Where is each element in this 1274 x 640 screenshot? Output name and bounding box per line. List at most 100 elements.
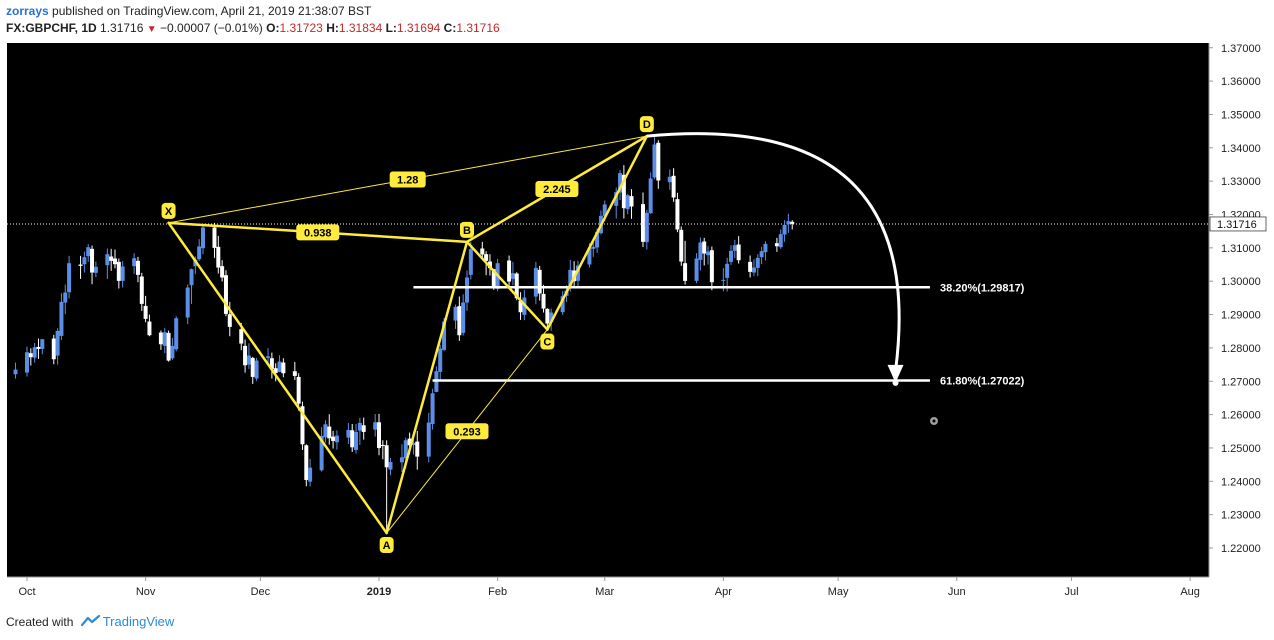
candle-body — [331, 436, 336, 441]
candle-body — [461, 302, 466, 333]
candle-body — [304, 445, 309, 480]
candle-body — [480, 248, 485, 255]
candle-body — [507, 260, 512, 282]
candle-body — [189, 269, 194, 286]
candle-body — [380, 444, 385, 446]
down-arrow-icon: ▼ — [146, 24, 157, 35]
ratio-label: 2.245 — [543, 184, 571, 196]
publish-info: zorrays published on TradingView.com, Ap… — [6, 4, 371, 18]
price-axis[interactable]: 1.22000 1.23000 1.24000 1.25000 1.26000 1.270… — [1208, 43, 1261, 577]
candle-body — [269, 358, 274, 369]
candle-body — [86, 247, 91, 257]
open-value: 1.31723 — [279, 21, 323, 35]
candle-body — [40, 339, 45, 349]
last-price-line: 1.31716 — [7, 216, 1267, 232]
candle-body — [273, 368, 278, 373]
candle-body — [629, 196, 634, 207]
candle-body — [644, 212, 649, 243]
candle-body — [774, 243, 779, 247]
candle-body — [725, 263, 730, 278]
ratio-badge — [535, 180, 579, 197]
candle-body — [679, 229, 684, 262]
chart-pane[interactable] — [7, 43, 1209, 577]
candle-body — [254, 360, 259, 379]
candle-body — [212, 227, 217, 248]
price-change: −0.00007 (−0.01%) — [160, 21, 263, 35]
low-value: 1.31694 — [396, 21, 441, 35]
candle-body — [706, 251, 711, 256]
candle-body — [736, 244, 741, 261]
cursor-dot — [930, 417, 938, 425]
candle-body — [786, 221, 791, 225]
cursor-dot-inner — [932, 419, 936, 423]
time-tick-label: Dec — [251, 586, 271, 598]
candle-body — [82, 257, 87, 265]
harmonic-pattern: 0.938 1.28 0.293 2.245 X A B C D — [161, 116, 654, 553]
price-tick-label: 1.25000 — [1221, 443, 1261, 455]
time-axis[interactable]: Oct Nov Dec 2019 Feb Mar Apr May Jun Jul Aug — [7, 576, 1209, 598]
price-chart[interactable]: Oct Nov Dec 2019 Feb Mar Apr May Jun Jul Aug 1.220… — [0, 0, 1274, 610]
time-tick-label: Feb — [488, 586, 507, 598]
tradingview-brand-link[interactable]: TradingView — [102, 614, 175, 629]
author-link[interactable]: zorrays — [6, 4, 49, 18]
published-text: published on TradingView.com, April 21, … — [52, 4, 372, 18]
candle-body — [55, 330, 60, 356]
last-price: 1.31716 — [100, 21, 144, 35]
projection-arrow — [646, 132, 904, 386]
time-tick-label: Jun — [948, 586, 966, 598]
candle-body — [782, 224, 787, 235]
candle-body — [465, 277, 469, 303]
footer: Created with TradingView — [6, 614, 174, 630]
candle-body — [575, 265, 580, 281]
candle-body — [147, 321, 152, 336]
candle-body — [560, 296, 565, 313]
candle-body — [426, 422, 431, 457]
ratio-badge — [296, 224, 340, 241]
candle-body — [384, 445, 389, 468]
candle-body — [667, 176, 672, 183]
open-label: O: — [266, 21, 280, 35]
price-tick-label: 1.36000 — [1221, 76, 1261, 88]
candle-body — [755, 257, 760, 268]
close-value: 1.31716 — [456, 21, 500, 35]
candle-body — [403, 440, 408, 459]
candle-body — [675, 199, 680, 230]
candle-body — [139, 276, 144, 304]
candle-body — [361, 425, 366, 432]
candle-body — [591, 246, 596, 249]
pivot-label: C — [543, 337, 551, 349]
pivot-badge — [639, 116, 654, 133]
last-price-tag — [1209, 216, 1267, 232]
candle-body — [292, 371, 297, 376]
candle-body — [220, 266, 225, 278]
fib-levels: 38.20%(1.29817) 61.80%(1.27022) — [413, 282, 1025, 388]
time-tick-label: Apr — [715, 586, 732, 598]
arrowhead-icon — [887, 364, 904, 383]
price-tick-label: 1.23000 — [1221, 510, 1261, 522]
candle-body — [656, 142, 661, 181]
candle-body — [166, 332, 171, 361]
candle-body — [541, 293, 546, 309]
symbol-label[interactable]: FX:GBPCHF, 1D — [6, 21, 97, 35]
candle-body — [350, 430, 355, 448]
time-tick-label: Aug — [1180, 586, 1200, 598]
ratio-label: 0.293 — [453, 426, 481, 438]
candle-body — [729, 250, 733, 262]
candle-body — [116, 261, 121, 281]
candle-body — [518, 300, 523, 313]
candle-body — [277, 361, 282, 372]
candle-body — [13, 369, 18, 375]
price-tick-label: 1.37000 — [1221, 43, 1261, 55]
candle-body — [105, 254, 110, 266]
candle-body — [246, 355, 251, 365]
candle-body — [698, 242, 703, 260]
candle-body — [227, 314, 232, 327]
time-tick-label: Oct — [18, 586, 35, 598]
candle-body — [671, 175, 676, 198]
pivot-label: D — [643, 119, 651, 131]
candle-body — [135, 260, 140, 275]
candle-body — [25, 352, 29, 373]
candle-body — [109, 256, 114, 261]
arrow-end-dot — [892, 379, 899, 386]
candle-body — [170, 345, 175, 359]
